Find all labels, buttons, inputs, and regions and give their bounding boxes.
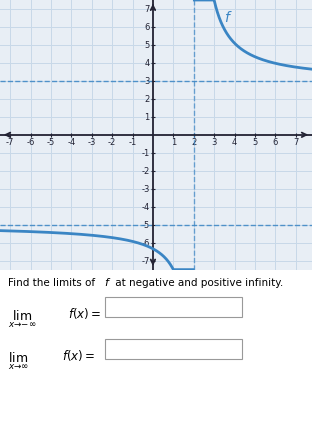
Text: $\lim_{x\to -\infty}$: $\lim_{x\to -\infty}$ [8,308,37,330]
FancyBboxPatch shape [105,339,242,359]
Text: $\lim_{x\to \infty}$: $\lim_{x\to \infty}$ [8,350,29,372]
Text: $f(x) =$: $f(x) =$ [68,306,101,321]
Text: f: f [224,11,229,24]
Text: at negative and positive infinity.: at negative and positive infinity. [112,278,283,288]
Text: $f(x) =$: $f(x) =$ [62,348,95,363]
Text: f: f [104,278,108,288]
FancyBboxPatch shape [105,297,242,317]
Text: Find the limits of: Find the limits of [8,278,98,288]
